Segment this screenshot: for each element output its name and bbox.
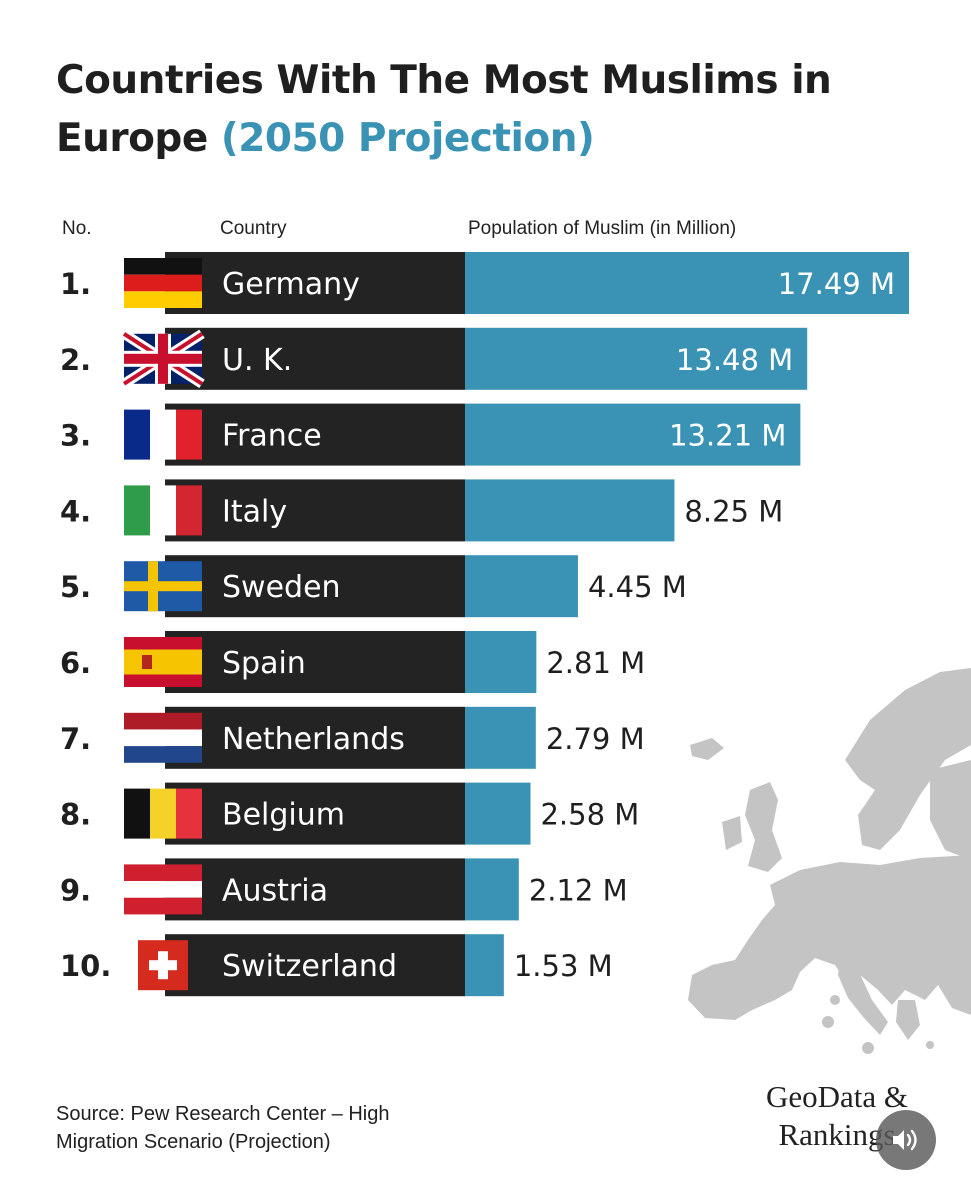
data-bar	[465, 252, 909, 314]
country-panel	[165, 706, 465, 769]
data-bar	[465, 479, 675, 542]
data-bar	[465, 555, 578, 618]
value-label: 4.45 M	[588, 570, 687, 604]
logo-line-1: GeoData &	[765, 1079, 909, 1114]
column-header-population: Population of Muslim (in Million)	[468, 218, 737, 239]
chart-row: 7. Netherlands 2.79 M	[60, 706, 645, 769]
europe-map-icon	[688, 668, 971, 1054]
data-bar	[465, 858, 519, 921]
country-panel	[165, 631, 465, 693]
country-label: Spain	[222, 646, 306, 681]
data-bar	[465, 782, 531, 845]
netherlands-flag	[124, 712, 202, 763]
value-label: 2.12 M	[529, 873, 628, 907]
country-label: Netherlands	[222, 722, 405, 757]
source-note: Source: Pew Research Center – High Migra…	[56, 1100, 390, 1156]
country-label: Germany	[222, 267, 360, 302]
rank-label: 2.	[60, 343, 91, 377]
country-panel	[165, 858, 465, 921]
chart-row: 5. Sweden 4.45 M	[60, 555, 687, 618]
rank-label: 6.	[60, 646, 91, 680]
country-label: Sweden	[222, 570, 341, 605]
rank-label: 8.	[60, 798, 91, 832]
belgium-flag	[124, 788, 202, 839]
rank-label: 7.	[60, 722, 91, 756]
uk-flag	[121, 329, 205, 389]
country-panel	[165, 782, 465, 845]
sound-toggle-button[interactable]	[876, 1110, 936, 1170]
country-label: Austria	[222, 873, 328, 908]
country-panel	[165, 403, 465, 466]
germany-flag	[124, 258, 202, 308]
value-label: 1.53 M	[514, 949, 613, 983]
value-label: 8.25 M	[684, 494, 783, 528]
value-label: 17.49 M	[778, 267, 895, 301]
switzerland-flag	[138, 940, 188, 991]
value-label: 2.58 M	[540, 798, 639, 832]
data-bar	[465, 706, 536, 769]
rank-label: 4.	[60, 494, 91, 528]
title-accent: (2050 Projection)	[220, 116, 595, 161]
austria-flag	[124, 864, 202, 915]
data-bar	[465, 934, 504, 997]
data-bar	[465, 327, 808, 390]
country-panel	[165, 479, 465, 542]
rank-label: 1.	[60, 267, 91, 301]
chart-row: 9. Austria 2.12 M	[60, 858, 628, 921]
chart-row: 1. Germany 17.49 M	[60, 252, 909, 314]
country-label: France	[222, 419, 322, 454]
country-label: Italy	[222, 494, 287, 529]
country-label: Switzerland	[222, 949, 397, 984]
italy-flag	[124, 485, 202, 536]
column-header-rank: No.	[62, 218, 92, 239]
country-label: Belgium	[222, 798, 345, 833]
chart-row: 10. Switzerland 1.53 M	[60, 934, 613, 997]
title-main: Countries With The Most Muslims in Europ…	[56, 58, 832, 161]
source-line-2: Migration Scenario (Projection)	[56, 1131, 331, 1153]
rank-label: 10.	[60, 949, 111, 983]
sweden-flag	[124, 561, 202, 612]
country-panel	[165, 934, 465, 997]
chart-row: 2. U. K. 13.48 M	[60, 327, 808, 390]
rank-label: 5.	[60, 570, 91, 604]
rank-label: 9.	[60, 873, 91, 907]
country-panel	[165, 327, 465, 390]
france-flag	[124, 409, 202, 460]
country-label: U. K.	[222, 343, 292, 378]
country-panel	[165, 252, 465, 314]
spain-flag	[124, 637, 202, 687]
column-header-country: Country	[220, 218, 287, 239]
source-line-1: Source: Pew Research Center – High	[56, 1103, 390, 1125]
value-label: 2.79 M	[546, 722, 645, 756]
speaker-icon	[893, 1129, 917, 1151]
chart-title: Countries With The Most Muslims in Europ…	[56, 52, 971, 168]
chart-row: 3. France 13.21 M	[60, 403, 801, 466]
chart-row: 8. Belgium 2.58 M	[60, 782, 639, 845]
chart-row: 6. Spain 2.81 M	[60, 631, 645, 693]
data-bar	[465, 631, 537, 693]
chart-row: 4. Italy 8.25 M	[60, 479, 783, 542]
value-label: 13.48 M	[676, 343, 793, 377]
data-bar	[465, 403, 801, 466]
rank-label: 3.	[60, 419, 91, 453]
value-label: 2.81 M	[546, 646, 645, 680]
value-label: 13.21 M	[669, 419, 786, 453]
country-panel	[165, 555, 465, 618]
